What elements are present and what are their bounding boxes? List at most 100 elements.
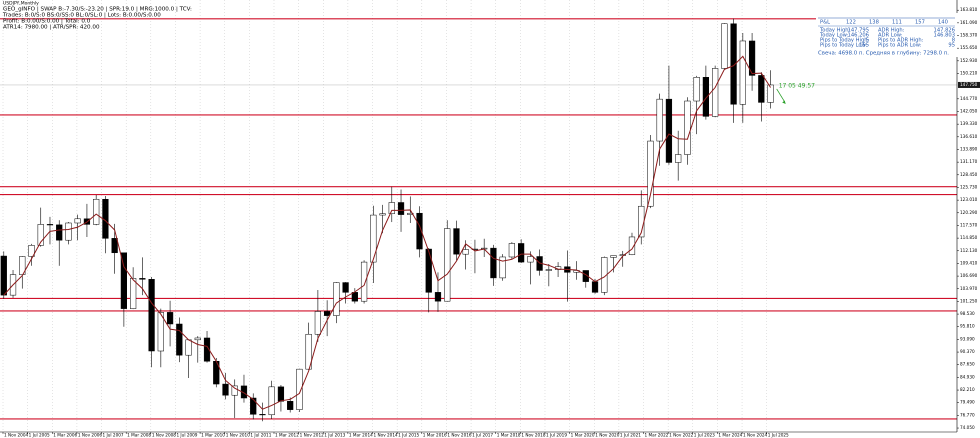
y-tick-label: 128.450: [960, 172, 978, 177]
x-tick-label: 1 Mar 2020: [571, 433, 595, 438]
y-tick-label: 158.370: [960, 33, 978, 38]
candle-body: [305, 333, 312, 370]
candle-body: [739, 40, 746, 105]
info-cell: 8: [952, 38, 955, 44]
current-price-box: [958, 81, 980, 88]
info-cell: ADR Low:: [878, 33, 903, 39]
y-tick-label: 136.610: [960, 134, 978, 139]
x-tick-label: 1 Nov 2010: [226, 433, 250, 438]
info-cell: 146.206: [848, 33, 869, 39]
y-tick-label: 144.770: [960, 96, 978, 101]
info-bar-value: 122: [846, 20, 856, 26]
x-tick-label: 1 Jul 2013: [324, 433, 345, 438]
candle-body: [453, 228, 460, 255]
y-tick-label: 74.050: [960, 425, 975, 430]
candle-body: [370, 214, 377, 263]
y-tick-label: 117.570: [960, 222, 978, 227]
x-tick-label: 1 Mar 2014: [349, 433, 373, 438]
x-tick-label: 1 Jul 2011: [250, 433, 271, 438]
info-cell: 5: [866, 38, 869, 44]
candle-body: [434, 292, 442, 302]
timer-arrowhead: [782, 100, 786, 104]
candle-body: [148, 279, 155, 352]
candle-body: [684, 100, 691, 155]
candle-body: [758, 75, 765, 103]
candle-body: [444, 228, 451, 302]
candle-body: [675, 154, 682, 163]
candle-body: [388, 202, 395, 214]
x-tick-label: 1 Mar 2022: [645, 433, 669, 438]
candle-body: [268, 386, 275, 416]
y-tick-label: 109.410: [960, 260, 978, 265]
candle-body: [425, 248, 432, 293]
candle-body: [582, 270, 589, 282]
header-line: ATR14: 7980.00 | ATR/SPR: 420.00: [3, 25, 100, 31]
y-tick-label: 106.690: [960, 273, 978, 278]
info-cell: 146.803: [934, 33, 955, 39]
x-tick-label: 1 Jul 2025: [768, 433, 789, 438]
x-tick-label: 1 Nov 2006: [78, 433, 102, 438]
y-tick-label: 76.770: [960, 412, 975, 417]
x-tick-label: 1 Nov 2022: [669, 433, 693, 438]
candle-body: [111, 238, 118, 254]
x-tick-label: 1 Jul 2017: [472, 433, 493, 438]
candle-body: [0, 255, 7, 296]
y-tick-label: 103.970: [960, 286, 978, 291]
info-cell: 95: [948, 43, 955, 49]
x-tick-label: 1 Mar 2024: [718, 433, 742, 438]
x-tick-label: 1 Nov 2004: [4, 433, 28, 438]
y-tick-label: 161.090: [960, 20, 978, 25]
y-tick-label: 87.650: [960, 362, 975, 367]
candle-body: [28, 245, 35, 257]
candle-body: [462, 249, 469, 255]
info-bar-value: 138: [869, 20, 879, 26]
candle-body: [176, 323, 183, 356]
y-tick-label: 125.730: [960, 184, 978, 189]
candle-body: [277, 386, 285, 402]
candle-body: [120, 252, 127, 309]
x-tick-label: 1 Nov 2016: [447, 433, 471, 438]
candle-body: [287, 401, 294, 410]
info-cell: Pips to ADR High:: [878, 38, 924, 44]
candle-body: [610, 255, 617, 258]
candle-body: [527, 256, 534, 263]
info-bar-value: 111: [892, 20, 902, 26]
y-tick-label: 142.050: [960, 108, 978, 113]
candle-body: [628, 236, 636, 255]
candle-body: [194, 337, 201, 341]
y-tick-label: 139.330: [960, 121, 978, 126]
candle-body: [591, 281, 599, 293]
candle-body: [712, 68, 719, 117]
y-tick-label: 79.490: [960, 400, 975, 405]
candle-body: [508, 243, 516, 258]
candle-body: [259, 414, 266, 416]
plot-area: [0, 0, 957, 432]
symbol: USDJPY,Monthly: [3, 1, 39, 7]
y-tick-label: 114.850: [960, 235, 978, 240]
y-tick-label: 101.250: [960, 298, 978, 303]
candle-body: [767, 84, 774, 103]
info-cell: Pips to ADR Low:: [878, 43, 922, 49]
candle-body: [499, 256, 506, 279]
candle-body: [166, 312, 174, 325]
x-tick-label: 1 Jul 2021: [620, 433, 641, 438]
candle-body: [748, 40, 756, 76]
x-tick-label: 1 Mar 2018: [497, 433, 521, 438]
candle-body: [490, 247, 497, 279]
candle-body: [222, 383, 229, 396]
candle-body: [65, 222, 72, 241]
candle-body: [342, 282, 349, 293]
y-tick-label: 155.650: [960, 45, 978, 50]
candle-body: [693, 77, 700, 102]
info-panel: P&L 122 138 111 157 140 Today High:147.795 ADR …: [816, 13, 958, 57]
y-tick-label: 82.210: [960, 387, 975, 392]
candle-body: [314, 311, 322, 335]
y-tick-label: 112.130: [960, 248, 978, 253]
x-tick-label: 1 Jul 2019: [546, 433, 567, 438]
candle-body: [397, 202, 405, 215]
y-tick-label: 163.810: [960, 7, 978, 12]
candle-body: [647, 140, 654, 207]
candle-body: [296, 368, 303, 410]
y-tick-label: 98.530: [960, 311, 975, 316]
